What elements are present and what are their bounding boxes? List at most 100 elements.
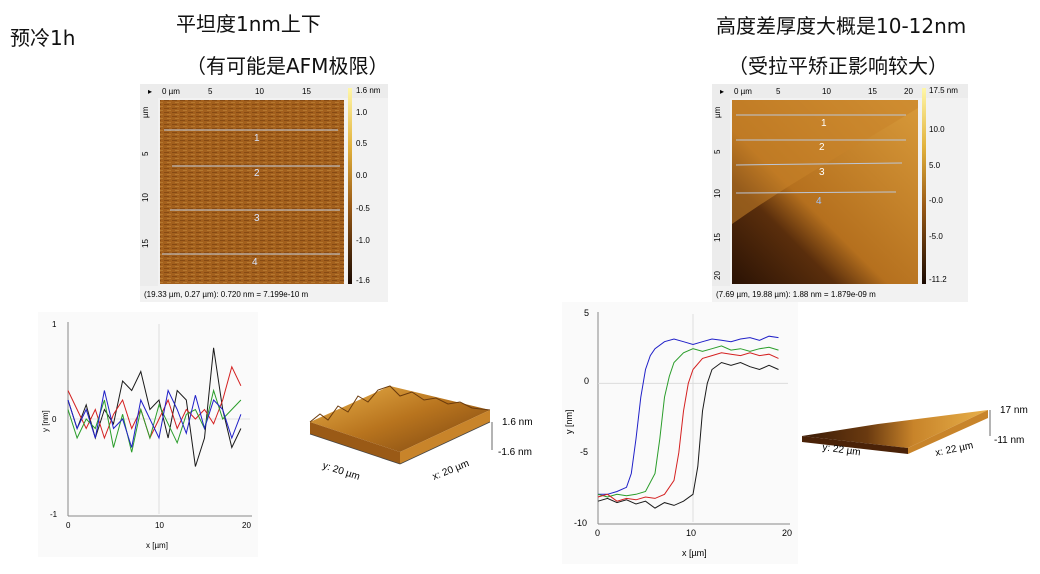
- right-afm-yr-2: 10: [713, 189, 722, 198]
- right-line-label-4: 4: [816, 196, 822, 207]
- left-3d-view: 1.6 nm -1.6 nm y: 20 µm x: 20 µm: [300, 372, 550, 492]
- right-afm-xr-3: 15: [868, 87, 877, 96]
- right-color-scale: [922, 88, 926, 284]
- chart1-series-1: [597, 345, 779, 498]
- right-afm-yr-3: 15: [713, 233, 722, 242]
- right-3d-svg: 17 nm -11 nm y: 22 µm x: 22 µm: [802, 405, 1028, 459]
- left-3d-top-label: 1.6 nm: [502, 417, 533, 428]
- left-chart-xtick-2: 20: [242, 521, 251, 530]
- left-afm-yr-3: 15: [141, 239, 150, 248]
- right-afm-play-icon[interactable]: ▸: [720, 87, 724, 96]
- right-scale-1: 10.0: [929, 125, 945, 134]
- right-chart-xtick-1: 10: [686, 528, 696, 538]
- right-profile-chart-panel: 5 0 -5 -10 0 10 20 x [µm] y [nm]: [562, 302, 798, 564]
- left-3d-bottom-label: -1.6 nm: [498, 447, 532, 458]
- left-afm-xr-2: 10: [255, 87, 264, 96]
- right-title: 高度差厚度大概是10-12nm: [716, 14, 967, 38]
- left-3d-y-axis: y: 20 µm: [321, 460, 361, 482]
- left-scale-6: -1.6: [356, 276, 370, 285]
- left-scale-4: -0.5: [356, 204, 370, 213]
- right-scale-0: 17.5 nm: [929, 86, 958, 95]
- right-afm-x-ruler: [712, 84, 968, 98]
- chart1-series-2: [597, 352, 779, 502]
- right-afm-yr-0: µm: [713, 106, 722, 118]
- left-scale-5: -1.0: [356, 236, 370, 245]
- right-afm-xr-2: 10: [822, 87, 831, 96]
- right-chart-ylabel: y [nm]: [564, 409, 574, 434]
- left-afm-yr-1: 5: [141, 151, 150, 156]
- left-chart-ytick-top: 1: [52, 320, 57, 329]
- right-afm-xr-1: 5: [776, 87, 781, 96]
- left-subtitle: （有可能是AFM极限）: [186, 54, 389, 78]
- left-line-label-3: 3: [254, 213, 260, 224]
- right-line-label-1: 1: [821, 118, 827, 129]
- left-afm-x-ruler: [140, 84, 388, 98]
- chart1-series-3: [597, 361, 779, 509]
- right-chart-ytick-0: 0: [584, 376, 589, 386]
- right-profile-chart: 5 0 -5 -10 0 10 20 x [µm] y [nm]: [564, 308, 792, 558]
- right-3d-view: 17 nm -11 nm y: 22 µm x: 22 µm: [798, 396, 1040, 466]
- left-chart-ylabel: y [nm]: [41, 410, 50, 432]
- left-afm-y-ruler: [140, 84, 158, 286]
- left-3d-x-axis: x: 20 µm: [431, 458, 471, 483]
- right-chart-xtick-2: 20: [782, 528, 792, 538]
- left-afm-xr-0: 0 µm: [162, 87, 180, 96]
- chart0-series-2: [67, 388, 242, 453]
- right-line-label-2: 2: [819, 142, 825, 153]
- chart0-series-3: [67, 388, 242, 448]
- right-afm-svg: ▸ 0 µm 5 10 15 20 µm 5 10 15 20 1 2 3 4 …: [712, 84, 968, 299]
- right-3d-bottom-label: -11 nm: [994, 435, 1024, 446]
- left-afm-yr-2: 10: [141, 193, 150, 202]
- right-afm-yr-1: 5: [713, 149, 722, 154]
- right-3d-surface[interactable]: [802, 410, 988, 448]
- left-line-label-1: 1: [254, 133, 260, 144]
- right-afm-y-ruler: [712, 84, 730, 286]
- right-profile-line-4[interactable]: [735, 191, 897, 194]
- left-scale-1: 1.0: [356, 108, 368, 117]
- right-subtitle: （受拉平矫正影响较大）: [728, 54, 948, 78]
- left-afm-image[interactable]: [160, 100, 344, 284]
- left-profile-chart: 1 0 -1 0 10 20 x [µm] y [nm]: [41, 320, 252, 550]
- left-3d-svg: 1.6 nm -1.6 nm y: 20 µm x: 20 µm: [309, 385, 533, 483]
- left-chart-ytick-bot: -1: [50, 510, 58, 519]
- left-scale-0: 1.6 nm: [356, 86, 381, 95]
- left-afm-xr-1: 5: [208, 87, 213, 96]
- right-chart-xtick-0: 0: [595, 528, 600, 538]
- chart1-series-0: [598, 335, 779, 495]
- right-afm-xr-4: 20: [904, 87, 913, 96]
- left-profile-chart-panel: 1 0 -1 0 10 20 x [µm] y [nm]: [38, 312, 258, 557]
- left-chart-xlabel: x [µm]: [146, 541, 168, 550]
- right-profile-line-3[interactable]: [735, 162, 903, 166]
- right-afm-yr-4: 20: [713, 271, 722, 280]
- left-chart-xtick-1: 10: [155, 521, 164, 530]
- left-line-label-2: 2: [254, 168, 260, 179]
- right-scale-3: -0.0: [929, 196, 943, 205]
- right-line-label-3: 3: [819, 167, 825, 178]
- sample-label: 预冷1h: [10, 26, 76, 50]
- left-scale-2: 0.5: [356, 139, 368, 148]
- right-scale-5: -11.2: [929, 275, 947, 284]
- left-color-scale: [348, 88, 352, 284]
- right-afm-panel: ▸ 0 µm 5 10 15 20 µm 5 10 15 20 1 2 3 4 …: [712, 84, 968, 302]
- left-scale-3: 0.0: [356, 171, 368, 180]
- right-chart-ytick-m10: -10: [574, 518, 587, 528]
- left-afm-panel: ▸ 0 µm 5 10 15 µm 5 10 15 1 2 3 4 1.6 nm…: [140, 84, 388, 302]
- left-afm-status: (19.33 µm, 0.27 µm): 0.720 nm = 7.199e-1…: [144, 290, 309, 299]
- left-title: 平坦度1nm上下: [176, 12, 321, 36]
- right-chart-xlabel: x [µm]: [682, 548, 707, 558]
- right-afm-xr-0: 0 µm: [734, 87, 752, 96]
- chart0-series-0: [67, 347, 242, 467]
- right-chart-ytick-m5: -5: [580, 447, 588, 457]
- right-scale-4: -5.0: [929, 232, 943, 241]
- left-afm-svg: ▸ 0 µm 5 10 15 µm 5 10 15 1 2 3 4 1.6 nm…: [140, 84, 388, 299]
- left-chart-ytick-mid: 0: [52, 415, 57, 424]
- left-afm-play-icon[interactable]: ▸: [148, 87, 152, 96]
- left-line-label-4: 4: [252, 257, 258, 268]
- right-chart-ytick-5: 5: [584, 308, 589, 318]
- left-chart-xtick-0: 0: [66, 521, 71, 530]
- left-afm-xr-3: 15: [302, 87, 311, 96]
- right-3d-top-label: 17 nm: [1000, 405, 1028, 416]
- right-afm-status: (7.69 µm, 19.88 µm): 1.88 nm = 1.879e-09…: [716, 290, 876, 299]
- right-3d-x-axis: x: 22 µm: [934, 440, 974, 459]
- right-3d-y-axis: y: 22 µm: [822, 442, 862, 458]
